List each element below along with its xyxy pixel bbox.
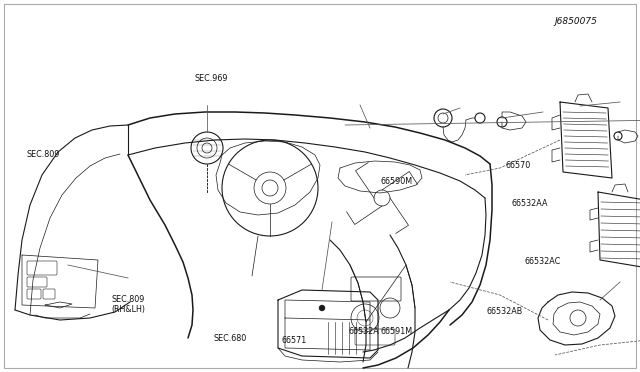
Text: 66532AA: 66532AA	[512, 199, 548, 208]
Text: SEC.809
(RH&LH): SEC.809 (RH&LH)	[111, 295, 145, 314]
Text: 66532AB: 66532AB	[486, 307, 523, 316]
Circle shape	[319, 305, 325, 311]
Text: J6850075: J6850075	[555, 17, 597, 26]
Text: 66571: 66571	[282, 336, 307, 345]
Text: SEC.809: SEC.809	[27, 150, 60, 159]
Text: SEC.969: SEC.969	[195, 74, 228, 83]
Text: 66532AC: 66532AC	[525, 257, 561, 266]
Text: 66570: 66570	[506, 161, 531, 170]
Text: 66532A: 66532A	[349, 327, 380, 336]
Text: 66590M: 66590M	[381, 177, 413, 186]
Text: SEC.680: SEC.680	[214, 334, 247, 343]
Text: 66591M: 66591M	[381, 327, 413, 336]
